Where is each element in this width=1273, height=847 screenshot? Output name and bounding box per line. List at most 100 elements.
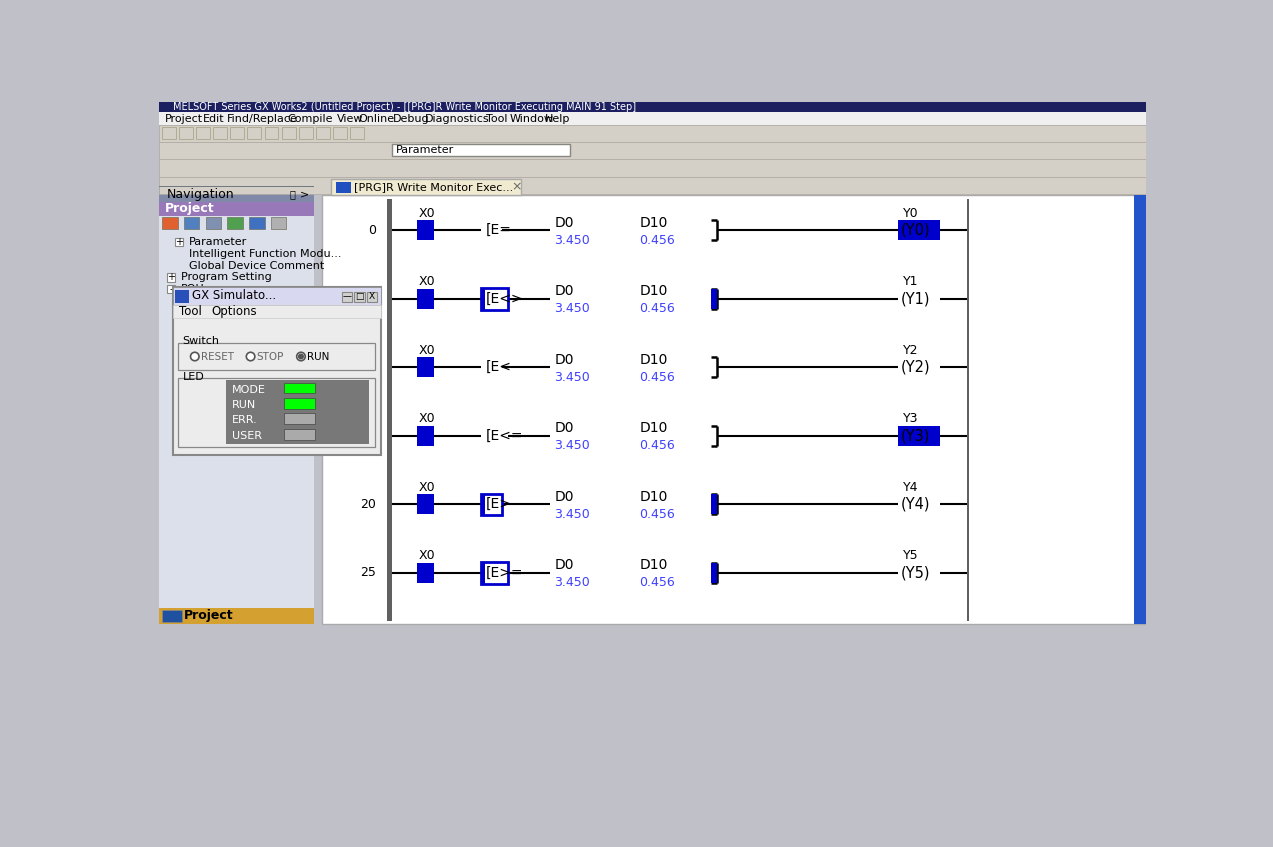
- Circle shape: [299, 354, 303, 359]
- Text: D0: D0: [554, 215, 574, 230]
- Text: Switch: Switch: [182, 336, 219, 346]
- Text: Y1: Y1: [903, 275, 919, 288]
- Text: X0: X0: [419, 344, 435, 357]
- Bar: [173, 305, 381, 318]
- Text: 3.450: 3.450: [554, 302, 591, 315]
- Text: ERR.: ERR.: [232, 415, 257, 425]
- Bar: [418, 289, 434, 309]
- Text: [E=: [E=: [485, 224, 512, 237]
- Bar: [167, 274, 176, 282]
- Text: MODE: MODE: [232, 385, 266, 395]
- Text: 3.450: 3.450: [554, 234, 591, 246]
- Text: Y2: Y2: [903, 344, 919, 357]
- Text: -: -: [169, 284, 173, 294]
- Text: D10: D10: [639, 558, 668, 573]
- Text: D0: D0: [554, 421, 574, 435]
- Bar: [897, 426, 941, 446]
- Bar: [174, 291, 188, 302]
- Bar: [418, 563, 434, 583]
- Bar: [367, 292, 377, 302]
- Text: (Y1): (Y1): [901, 291, 931, 307]
- Text: D10: D10: [639, 215, 668, 230]
- Bar: [418, 357, 434, 377]
- Text: 25: 25: [360, 567, 376, 579]
- Text: RUN: RUN: [307, 352, 330, 362]
- Circle shape: [191, 352, 199, 361]
- Bar: [332, 127, 346, 140]
- Text: 5: 5: [368, 292, 376, 305]
- Text: Y5: Y5: [903, 550, 919, 562]
- Bar: [183, 217, 200, 230]
- Bar: [250, 217, 265, 230]
- Text: X0: X0: [419, 412, 435, 425]
- Bar: [174, 238, 183, 246]
- Text: (Y0): (Y0): [901, 223, 931, 238]
- Bar: [162, 127, 176, 140]
- Bar: [350, 127, 364, 140]
- Text: Online: Online: [358, 113, 395, 124]
- Bar: [162, 610, 182, 623]
- Bar: [342, 292, 353, 302]
- Text: Tool: Tool: [179, 305, 202, 318]
- Bar: [179, 127, 193, 140]
- Text: D10: D10: [639, 284, 668, 298]
- Text: MAIN: MAIN: [200, 307, 229, 317]
- Text: >: >: [299, 189, 308, 199]
- Text: Find/Replace: Find/Replace: [228, 113, 298, 124]
- Bar: [710, 495, 717, 514]
- Bar: [159, 607, 314, 624]
- Text: Intelligent Function Modu...: Intelligent Function Modu...: [188, 249, 341, 259]
- Text: Y4: Y4: [903, 481, 919, 494]
- Text: [PRG]R Write Monitor Exec...: [PRG]R Write Monitor Exec...: [354, 182, 514, 192]
- Text: Compile: Compile: [286, 113, 332, 124]
- Bar: [281, 127, 295, 140]
- Bar: [265, 127, 279, 140]
- Text: ⏴: ⏴: [289, 189, 295, 199]
- Text: 3.450: 3.450: [554, 440, 591, 452]
- Text: Diagnostics: Diagnostics: [425, 113, 490, 124]
- Text: 3.450: 3.450: [554, 577, 591, 590]
- Bar: [418, 495, 434, 514]
- Bar: [159, 202, 314, 216]
- Bar: [897, 220, 941, 241]
- Bar: [159, 177, 1146, 194]
- Bar: [159, 113, 1146, 125]
- Text: GX Simulato...: GX Simulato...: [192, 289, 276, 302]
- Bar: [966, 199, 969, 621]
- Text: X: X: [369, 292, 376, 301]
- Text: ): ): [1136, 429, 1142, 443]
- Bar: [225, 380, 369, 444]
- Text: Program: Program: [188, 296, 236, 305]
- Bar: [284, 383, 314, 394]
- Text: Project: Project: [183, 609, 233, 622]
- Bar: [159, 216, 314, 231]
- Bar: [206, 217, 222, 230]
- Circle shape: [246, 352, 255, 361]
- Text: (Y4): (Y4): [901, 497, 931, 512]
- Bar: [481, 494, 485, 515]
- Text: [E>=: [E>=: [485, 566, 523, 580]
- Text: STOP: STOP: [257, 352, 284, 362]
- Text: -: -: [177, 296, 181, 305]
- Bar: [354, 292, 364, 302]
- Text: [E>: [E>: [485, 497, 512, 512]
- Text: Global Device Comment: Global Device Comment: [188, 261, 323, 271]
- Bar: [316, 127, 330, 140]
- Text: [E<=: [E<=: [485, 429, 523, 443]
- Text: [E<>: [E<>: [485, 291, 523, 306]
- Bar: [271, 217, 286, 230]
- Bar: [331, 180, 521, 195]
- Text: Program Setting: Program Setting: [181, 272, 271, 282]
- Text: 0.456: 0.456: [639, 371, 676, 384]
- Text: ×: ×: [512, 180, 522, 194]
- Text: X0: X0: [419, 207, 435, 219]
- Bar: [162, 217, 178, 230]
- Bar: [299, 127, 313, 140]
- Text: Options: Options: [211, 305, 257, 318]
- Bar: [418, 220, 434, 241]
- Text: Project: Project: [165, 202, 215, 215]
- Text: RESET: RESET: [201, 352, 234, 362]
- Bar: [214, 127, 228, 140]
- Text: 3.450: 3.450: [554, 371, 591, 384]
- Bar: [322, 185, 1146, 195]
